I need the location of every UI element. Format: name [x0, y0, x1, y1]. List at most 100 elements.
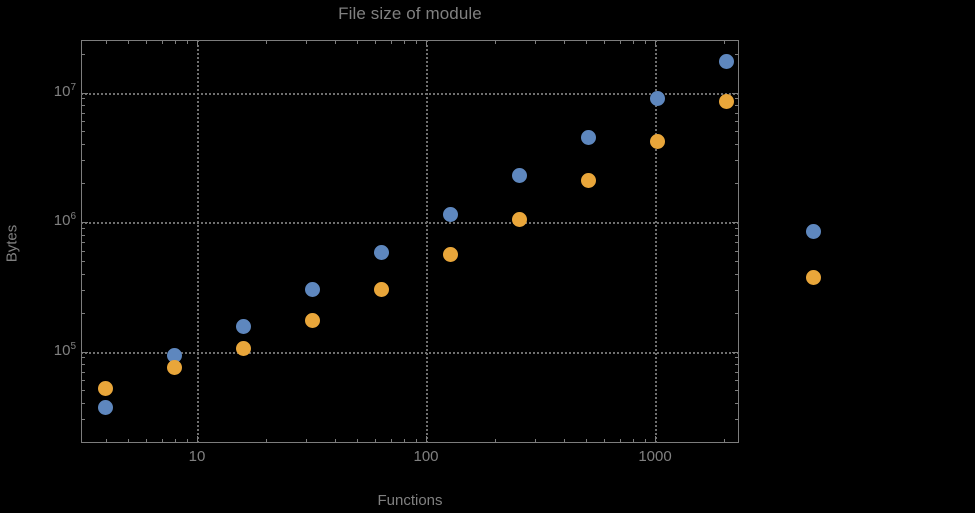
axis-tick [723, 40, 725, 44]
y-tick-mantissa: 10 [53, 82, 71, 100]
data-point [236, 319, 252, 335]
data-point [98, 399, 114, 415]
axis-tick [81, 53, 85, 55]
axis-tick [81, 371, 85, 373]
axis-tick [494, 40, 496, 44]
axis-tick [735, 98, 739, 100]
axis-tick [161, 40, 163, 44]
axis-tick [415, 40, 417, 44]
axis-tick [403, 439, 405, 443]
data-point [374, 245, 390, 261]
axis-tick [723, 439, 725, 443]
axis-tick [306, 439, 308, 443]
gridline-group [81, 40, 739, 443]
plot-frame [81, 40, 739, 443]
axis-tick [735, 260, 739, 262]
axis-tick [644, 439, 646, 443]
axis-tick [105, 439, 107, 443]
data-point [167, 360, 183, 376]
axis-tick [174, 40, 176, 44]
axis-tick [426, 40, 427, 47]
axis-tick [586, 439, 588, 443]
axis-tick [174, 439, 176, 443]
axis-tick [732, 92, 739, 94]
y-tick-exponent: 5 [70, 340, 76, 352]
axis-tick [735, 131, 739, 133]
axis-tick [357, 439, 359, 443]
axis-tick [735, 380, 739, 382]
axis-tick [81, 419, 85, 421]
axis-tick [735, 183, 739, 185]
axis-tick [197, 436, 198, 443]
axis-tick [563, 439, 565, 443]
axis-tick [735, 390, 739, 392]
axis-tick [735, 160, 739, 162]
axis-tick [632, 439, 634, 443]
data-point [649, 133, 665, 149]
axis-tick [604, 40, 606, 44]
axis-tick [735, 242, 739, 244]
y-tick-exponent: 6 [70, 211, 76, 222]
axis-tick [735, 403, 739, 405]
axis-tick [186, 40, 188, 44]
page-title: File size of module [338, 4, 482, 23]
axis-tick [415, 439, 417, 443]
axis-tick [735, 312, 739, 314]
data-point [443, 206, 459, 222]
axis-tick [604, 439, 606, 443]
axis-tick [81, 250, 85, 252]
gridline-vertical [655, 40, 657, 443]
axis-tick [81, 403, 85, 405]
gridline-horizontal [81, 222, 739, 224]
axis-tick [735, 53, 739, 55]
axis-tick [735, 105, 739, 107]
y-axis-tick-label: 107 [16, 82, 76, 100]
axis-tick [735, 121, 739, 123]
axis-tick [735, 112, 739, 114]
x-axis-tick-label: 10 [188, 448, 206, 465]
axis-tick [655, 436, 656, 443]
axis-tick [735, 250, 739, 252]
axis-tick [186, 439, 188, 443]
axis-tick [128, 40, 130, 44]
axis-tick [161, 439, 163, 443]
data-point [305, 312, 321, 328]
data-point [718, 94, 734, 110]
x-axis-tick-label: 1000 [638, 448, 672, 465]
axis-tick [146, 40, 148, 44]
axis-tick [81, 121, 85, 123]
axis-tick [732, 351, 739, 353]
axis-tick [735, 364, 739, 366]
axis-tick [586, 40, 588, 44]
data-point [805, 223, 821, 239]
axis-tick [81, 312, 85, 314]
gridline-vertical [197, 40, 199, 443]
axis-tick [535, 40, 537, 44]
axis-tick [735, 273, 739, 275]
y-tick-mantissa: 10 [53, 341, 71, 359]
axis-tick [81, 234, 85, 236]
axis-tick [81, 92, 88, 94]
axis-tick [494, 439, 496, 443]
axis-tick [619, 439, 621, 443]
axis-tick [81, 273, 85, 275]
axis-tick [357, 40, 359, 44]
axis-tick [265, 40, 267, 44]
axis-tick [334, 40, 336, 44]
y-axis-tick-labels: 105 106 107 [14, 0, 76, 513]
axis-tick [81, 357, 85, 359]
data-point [98, 380, 114, 396]
axis-tick [735, 144, 739, 146]
axis-tick [81, 227, 85, 229]
data-point [511, 167, 527, 183]
axis-tick [81, 222, 88, 223]
axis-tick [128, 439, 130, 443]
axis-tick [655, 40, 656, 47]
axis-tick [375, 439, 377, 443]
axis-tick [426, 436, 427, 443]
axis-tick [81, 144, 85, 146]
axis-tick [81, 364, 85, 366]
gridline-vertical [426, 40, 428, 443]
axis-tick [334, 439, 336, 443]
axis-tick [735, 234, 739, 236]
